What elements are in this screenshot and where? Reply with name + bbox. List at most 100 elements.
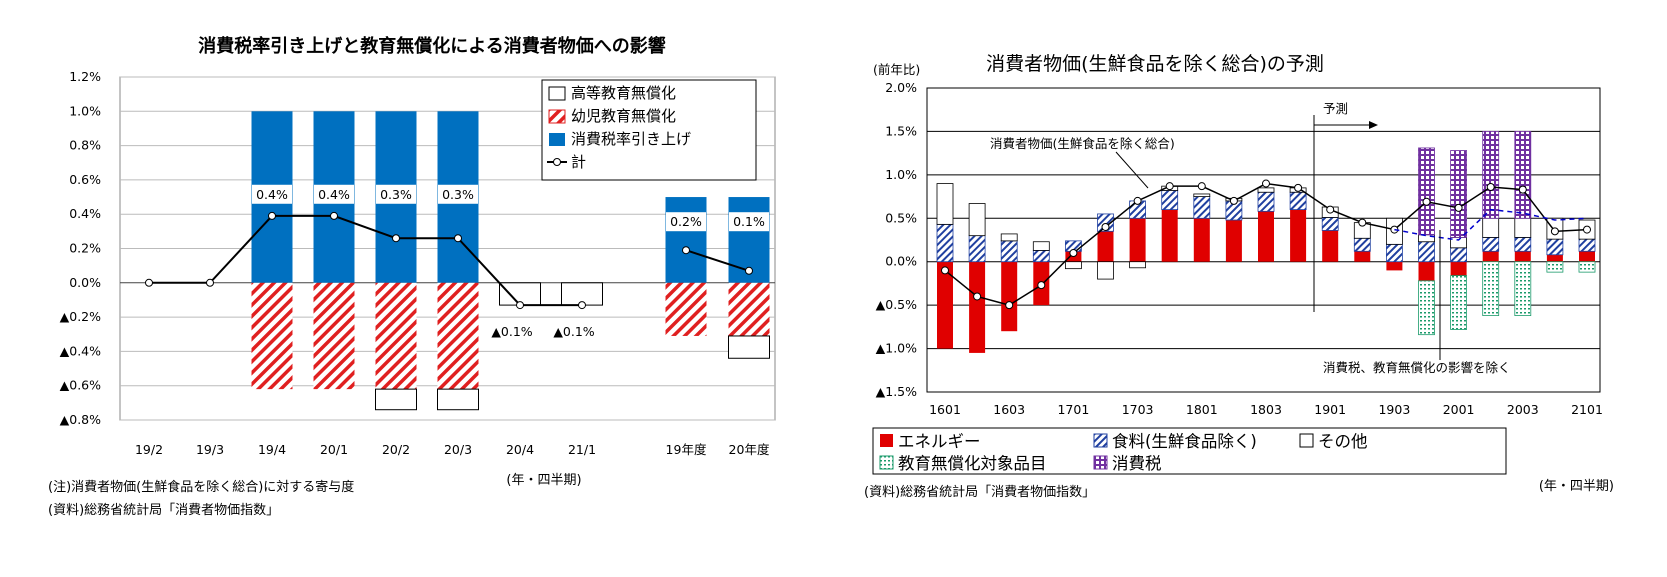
left-y-tick-label: 0.4%: [69, 206, 101, 221]
total-point: [206, 278, 214, 287]
bar-energy: [1354, 251, 1371, 262]
bar-energy: [1482, 251, 1499, 262]
annotation-cpi-leader: [1115, 151, 1149, 189]
bar-energy: [1258, 211, 1274, 262]
left-period-label: (年・四半期): [506, 473, 581, 488]
cpi-point: [1037, 281, 1046, 290]
annotation-excl: 消費税、教育無償化の影響を除く: [1323, 360, 1511, 375]
left-source: (資料)総務省統計局「消費者物価指数」: [48, 502, 279, 518]
total-point: [578, 301, 586, 310]
bar-energy: [1129, 218, 1146, 262]
bar-edu-items: [1578, 261, 1596, 273]
right-x-tick-label: 1701: [1057, 402, 1089, 417]
total-data-label: 0.4%: [256, 187, 288, 202]
right-x-tick-label: 1803: [1250, 402, 1282, 417]
total-point: [330, 211, 338, 220]
legend-swatch-tax-hike: [549, 133, 565, 146]
bar-consumption-tax: [1514, 131, 1532, 219]
bar-other: [1193, 193, 1211, 197]
bar-other: [1129, 261, 1146, 269]
cpi-point: [1486, 183, 1495, 192]
left-x-tick-label: 20/1: [320, 442, 348, 457]
left-x-tick-label: 20年度: [729, 442, 770, 457]
total-data-label: 0.3%: [442, 187, 474, 202]
left-x-tick-label: 21/1: [568, 442, 596, 457]
bar-food: [1193, 196, 1211, 219]
left-y-tick-label: 0.0%: [69, 275, 101, 290]
total-point: [145, 278, 153, 287]
bar-other: [1257, 187, 1275, 193]
cpi-point: [973, 292, 982, 301]
legend-swatch-preschool-edu: [548, 109, 566, 124]
bar-food: [968, 235, 986, 263]
bar-food: [1289, 191, 1307, 211]
left-y-tick-label: ▲0.6%: [60, 378, 101, 393]
forecast-label: 予測: [1323, 101, 1348, 116]
left-x-tick-label: 19/3: [196, 442, 224, 457]
cpi-point: [1165, 182, 1174, 191]
cpi-point: [1069, 249, 1078, 258]
bar-other: [1065, 261, 1082, 270]
data-label-bg: [314, 184, 354, 204]
right-x-tick-label: 2101: [1571, 402, 1603, 417]
total-line: [149, 214, 582, 307]
right-x-tick-label: 1903: [1378, 402, 1410, 417]
left-y-tick-label: 1.0%: [69, 103, 101, 118]
right-x-tick-label: 1601: [929, 402, 961, 417]
left-chart: 消費税率引き上げと教育無償化による消費者物価への影響 1.2% 1.0% 0.8% 0…: [48, 35, 776, 518]
cpi-point: [1422, 197, 1431, 206]
bar-other: [1032, 241, 1050, 251]
bar-energy: [1514, 251, 1531, 262]
left-x-tick-label: 19年度: [666, 442, 707, 457]
right-y-tick-label: 0.0%: [885, 254, 917, 269]
total-data-label: 0.2%: [670, 214, 702, 229]
bar-energy: [1418, 261, 1435, 281]
total-data-label: 0.3%: [380, 187, 412, 202]
bar-edu-items: [1546, 261, 1564, 273]
cpi-point: [1294, 183, 1303, 192]
right-y-tick-label: ▲1.5%: [876, 384, 917, 399]
bar-preschool-edu: [665, 282, 707, 336]
right-x-tick-label: 2003: [1507, 402, 1539, 417]
cpi-point: [1262, 179, 1270, 188]
excl-tax-edu-line: [1394, 208, 1588, 241]
left-y-tick-label: 1.2%: [69, 69, 101, 84]
cpi-point: [1583, 225, 1591, 234]
bar-food: [1386, 243, 1403, 263]
left-y-tick-label: ▲0.4%: [60, 343, 101, 358]
left-y-tick-label: 0.8%: [69, 138, 101, 153]
bar-energy: [1097, 231, 1114, 262]
left-y-tick-label: ▲0.2%: [60, 309, 101, 324]
legend-label-tax: 消費税: [1112, 454, 1162, 473]
legend-swatch-higher-edu: [548, 86, 566, 101]
right-y-tick-label: ▲1.0%: [876, 341, 917, 356]
bar-consumption-tax: [1482, 131, 1500, 219]
right-source: (資料)総務省統計局「消費者物価指数」: [864, 484, 1095, 500]
bar-energy: [1450, 261, 1467, 276]
bar-food: [1000, 240, 1018, 263]
cpi-point: [941, 266, 949, 275]
right-legend: エネルギー 食料(生鮮食品除く) その他 教育無償化対象品目 消費税: [872, 427, 1507, 475]
bar-energy: [1579, 251, 1595, 262]
left-y-tick-label: 0.2%: [69, 241, 101, 256]
bar-consumption-tax: [1450, 150, 1467, 238]
bar-other: [1450, 236, 1467, 249]
bar-food: [1418, 241, 1435, 263]
bar-higher-edu: [375, 388, 417, 411]
bar-energy: [1546, 254, 1563, 262]
cpi-point: [1358, 218, 1367, 227]
left-legend: 高等教育無償化 幼児教育無償化 消費税率引き上げ 計: [541, 79, 757, 181]
total-point: [454, 234, 462, 243]
bar-energy: [969, 261, 986, 353]
legend-label-higher-edu: 高等教育無償化: [571, 84, 676, 102]
left-note: (注)消費者物価(生鮮食品を除く総合)に対する寄与度: [48, 479, 354, 495]
bar-energy: [1386, 261, 1403, 271]
right-y-tick-label: ▲0.5%: [876, 297, 917, 312]
cpi-point: [1229, 196, 1238, 205]
right-unit-label: (前年比): [873, 62, 920, 77]
bar-preschool-edu: [251, 282, 293, 390]
right-period-label: (年・四半期): [1539, 479, 1614, 494]
bar-other: [936, 183, 954, 225]
bar-food: [1546, 238, 1564, 256]
cpi-point: [1101, 222, 1110, 231]
